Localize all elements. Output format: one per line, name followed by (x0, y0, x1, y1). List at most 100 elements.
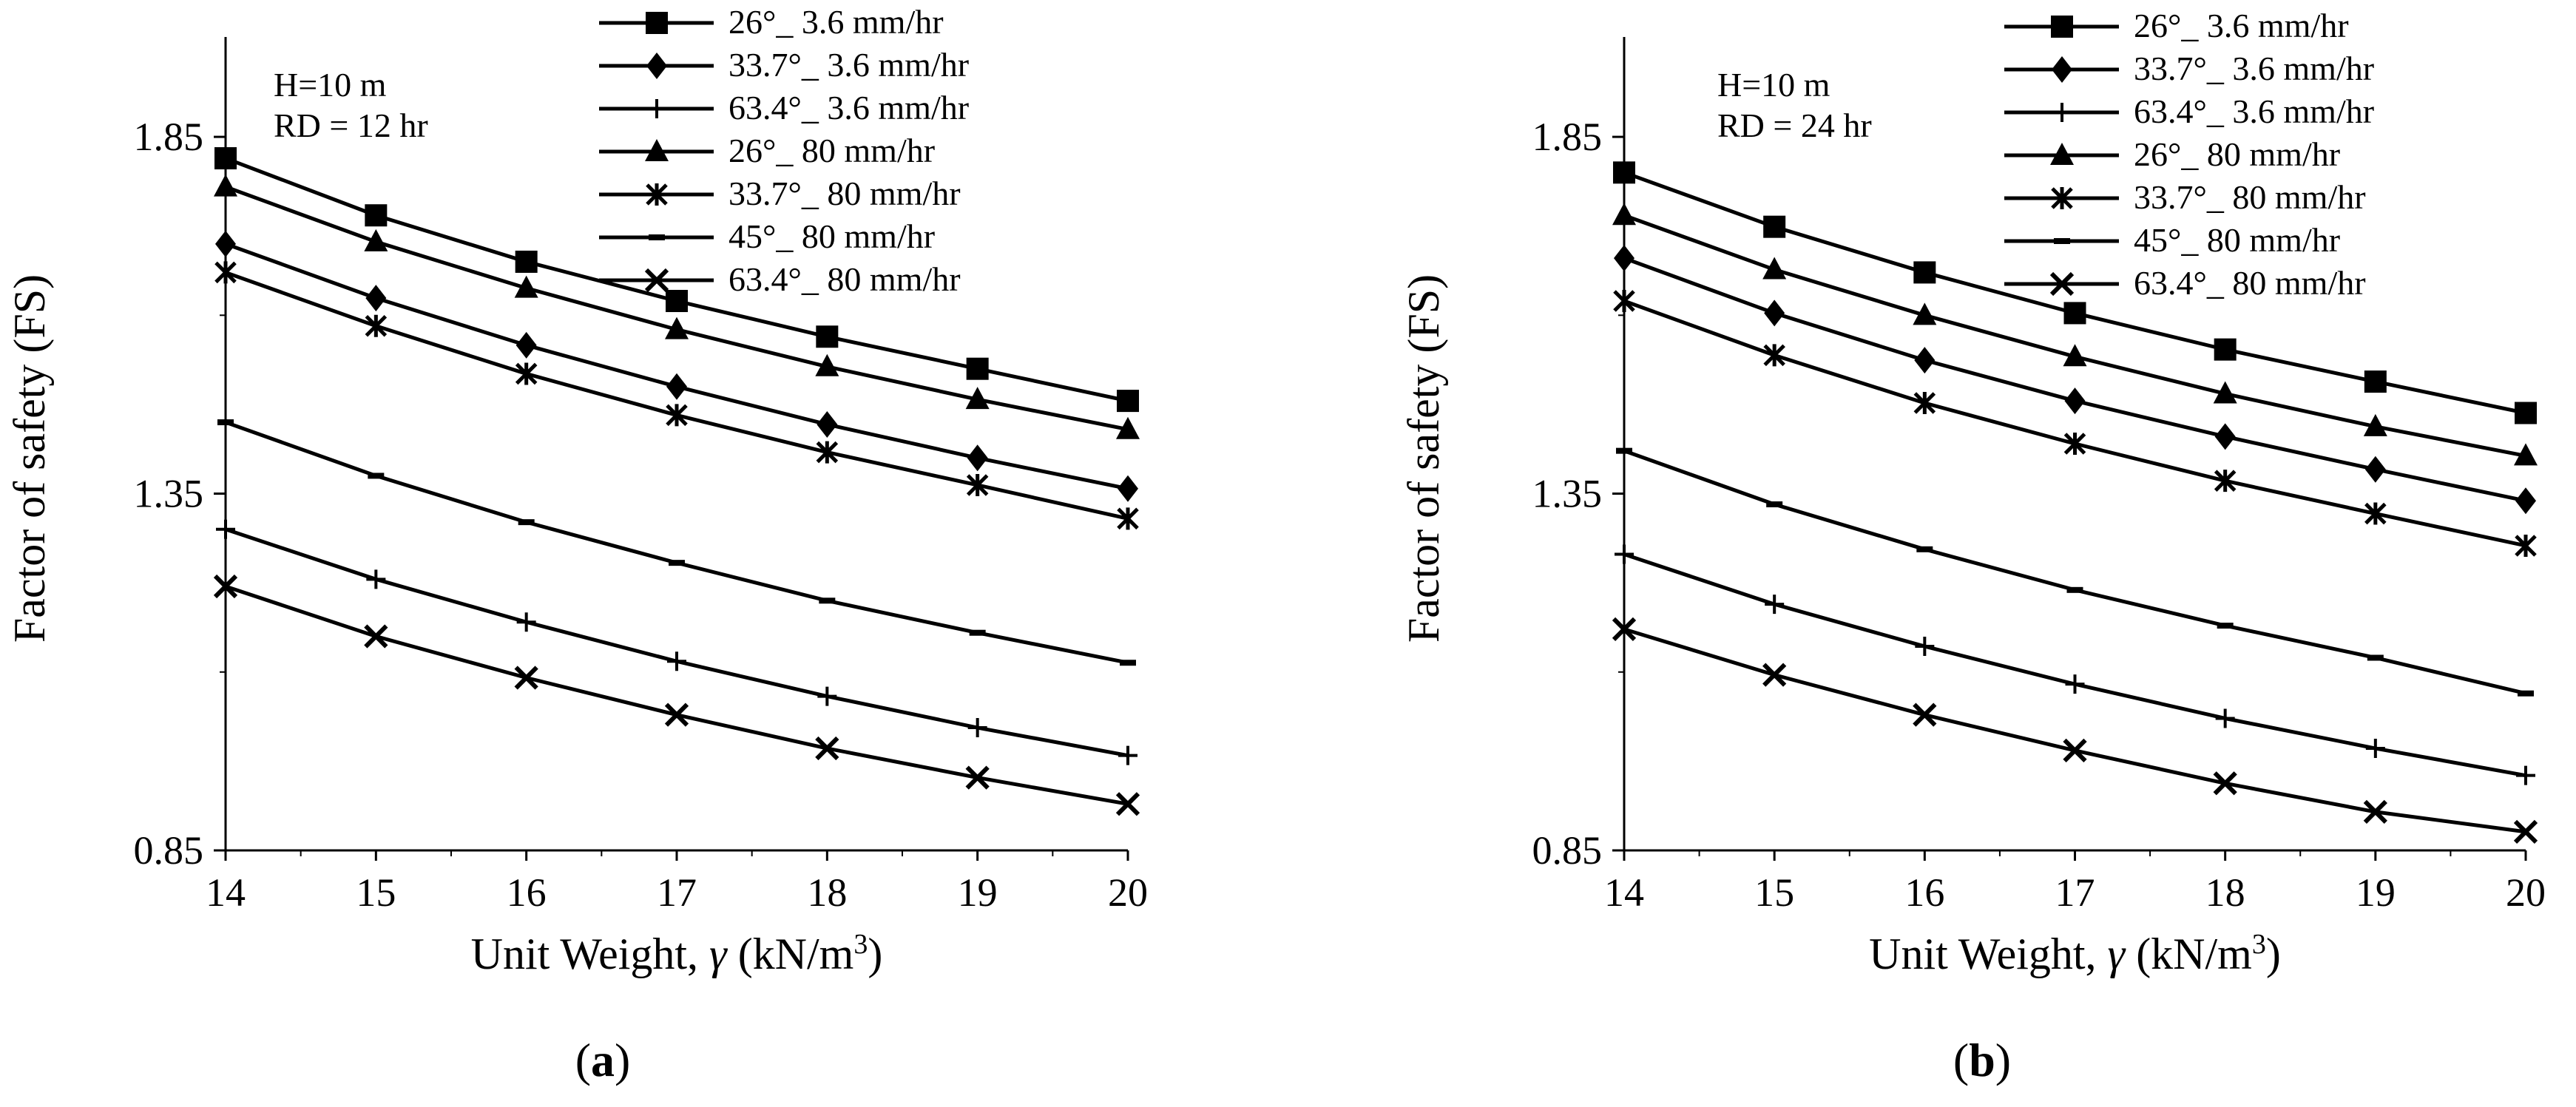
data-point-diamond (215, 230, 236, 257)
data-point-asterisk (2515, 534, 2537, 557)
data-point-cross (2063, 738, 2087, 763)
series-line (1623, 170, 2526, 415)
data-point-dash (1766, 501, 1783, 508)
chart-annotation: H=10 m (1717, 66, 1830, 104)
data-point-asterisk (1117, 507, 1139, 530)
data-point-diamond (967, 444, 988, 472)
panel-label-open: ( (575, 1034, 591, 1086)
data-point-triangle (2363, 413, 2387, 436)
data-point-triangle (2063, 344, 2087, 367)
legend-label: 45°_ 80 mm/hr (2134, 221, 2340, 259)
legend-marker-square (2051, 16, 2073, 38)
y-tick-label: 1.85 (1532, 115, 1603, 159)
panel-label-letter: a (591, 1034, 615, 1086)
data-point-square (2063, 302, 2086, 325)
x-tick-label: 20 (1108, 870, 1148, 915)
series-line (225, 584, 1129, 806)
x-axis-title-gamma: γ (2108, 930, 2126, 978)
data-point-cross (364, 624, 388, 649)
legend-label: 33.7°_ 80 mm/hr (2134, 178, 2366, 216)
y-axis-title: Factor of safety (FS) (5, 274, 54, 643)
data-point-diamond (2364, 456, 2386, 483)
data-point-plus (2215, 708, 2235, 728)
y-tick-label: 1.35 (134, 472, 204, 516)
data-point-diamond (2214, 423, 2236, 450)
x-tick-label: 18 (807, 870, 847, 915)
data-point-triangle (1913, 302, 1937, 325)
series-line (1623, 299, 2526, 548)
series-line (1623, 213, 2526, 458)
data-point-triangle (214, 174, 237, 197)
x-axis-title: Unit Weight, γ (kN/m3) (1869, 929, 2281, 978)
data-point-square (365, 204, 388, 227)
x-tick-label: 17 (2055, 870, 2095, 915)
x-axis-title: Unit Weight, γ (kN/m3) (471, 929, 883, 978)
series-line (225, 420, 1129, 665)
panel-label-letter: b (1969, 1034, 1995, 1086)
legend-marker-dash (2054, 238, 2070, 244)
x-tick-label: 16 (1904, 870, 1944, 915)
x-axis-title-superscript: 3 (2252, 929, 2266, 960)
data-point-triangle (2514, 443, 2538, 466)
data-point-asterisk (515, 362, 538, 385)
data-point-cross (1612, 617, 1637, 641)
data-point-cross (213, 574, 238, 599)
data-point-plus (967, 718, 987, 738)
chart-panel-a: 14 15 16 17 18 19 20 0.85 1.35 1.85 Unit Weight, γ… (5, 3, 1148, 1086)
data-point-asterisk (666, 404, 688, 427)
data-point-square (1613, 161, 1635, 184)
y-axis-title: Factor of safety (FS) (1399, 274, 1448, 643)
data-point-square (666, 290, 688, 313)
legend-label: 26°_ 80 mm/hr (728, 132, 935, 169)
data-point-asterisk (2214, 470, 2237, 492)
data-point-cross (1762, 663, 1787, 687)
data-point-dash (2518, 690, 2534, 697)
data-point-cross (514, 666, 538, 690)
legend-label: 26°_ 80 mm/hr (2134, 135, 2340, 173)
data-point-cross (1115, 792, 1140, 816)
data-point-asterisk (1613, 290, 1635, 313)
legend-label: 26°_ 3.6 mm/hr (2134, 7, 2349, 44)
x-tick-label: 20 (2506, 870, 2546, 915)
data-point-triangle (1612, 203, 1636, 226)
data-point-asterisk (2063, 433, 2086, 455)
data-point-dash (2066, 586, 2083, 593)
legend-label: 45°_ 80 mm/hr (728, 217, 935, 255)
chart-annotation: RD = 12 hr (274, 106, 428, 144)
legend-marker-triangle (2050, 143, 2074, 165)
data-point-square (966, 357, 989, 380)
legend-marker-plus (2052, 103, 2072, 122)
x-axis-title-close: ) (2266, 930, 2281, 978)
legend-label: 63.4°_ 3.6 mm/hr (728, 89, 969, 126)
chart-panel-b: 14 15 16 17 18 19 20 0.85 1.35 1.85 Unit Weight, γ… (1399, 7, 2546, 1086)
data-point-diamond (2064, 387, 2086, 415)
legend-marker-diamond (2052, 56, 2072, 83)
panel-label-close: ) (615, 1034, 630, 1086)
data-point-dash (1616, 447, 1632, 454)
data-point-dash (819, 597, 836, 604)
data-point-plus (1615, 544, 1634, 564)
legend-marker-dash (649, 234, 665, 240)
data-point-diamond (365, 285, 387, 312)
data-point-square (2214, 338, 2237, 361)
chart-annotation: H=10 m (274, 66, 387, 104)
data-point-dash (368, 473, 385, 479)
data-point-plus (216, 519, 235, 539)
legend-marker-diamond (646, 53, 667, 79)
data-point-diamond (515, 331, 537, 359)
x-tick-label: 14 (1604, 870, 1644, 915)
y-tick-label: 1.35 (1532, 472, 1603, 516)
data-point-dash (217, 419, 234, 426)
legend-label: 26°_ 3.6 mm/hr (728, 3, 944, 41)
data-point-square (1763, 215, 1786, 238)
data-point-triangle (665, 316, 689, 339)
data-point-cross (664, 703, 689, 727)
data-point-triangle (364, 228, 388, 251)
data-point-square (2364, 370, 2387, 393)
data-point-asterisk (1913, 392, 1936, 414)
data-point-asterisk (365, 314, 388, 337)
data-point-plus (366, 569, 386, 589)
legend-label: 33.7°_ 80 mm/hr (728, 175, 961, 212)
x-tick-label: 16 (507, 870, 547, 915)
legend-label: 33.7°_ 3.6 mm/hr (2134, 50, 2374, 87)
